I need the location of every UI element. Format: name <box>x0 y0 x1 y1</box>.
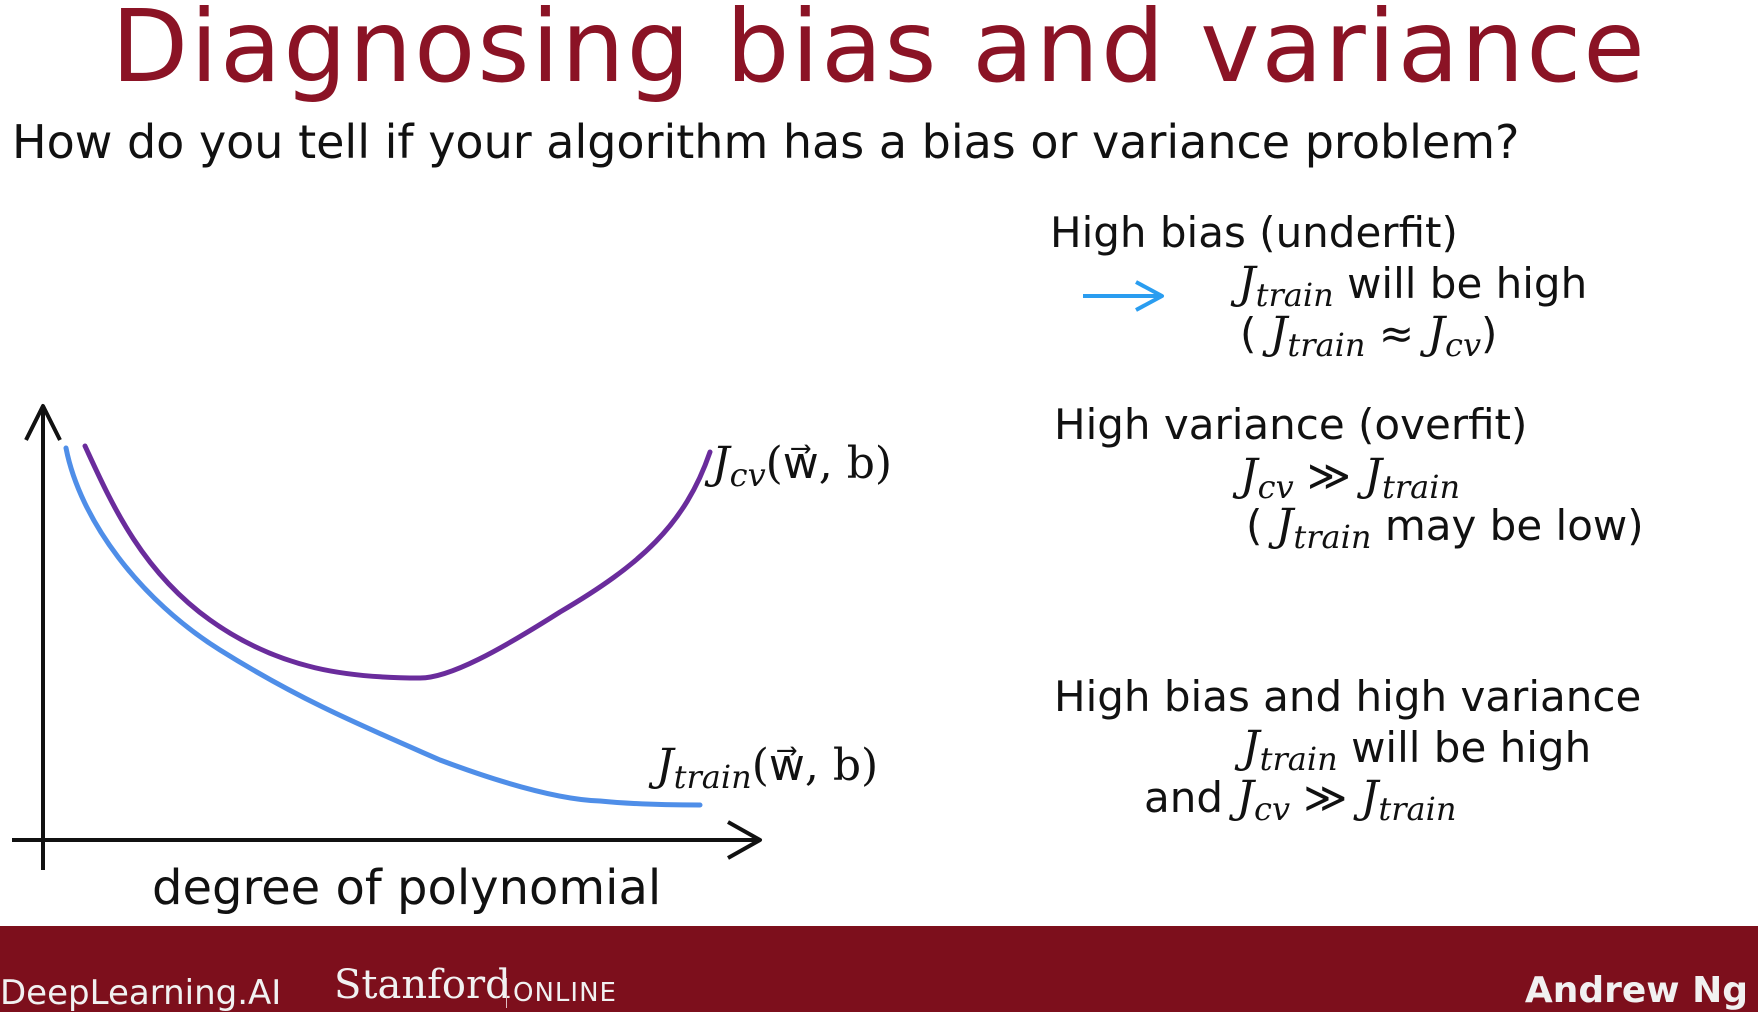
high-variance-heading: High variance (overfit) <box>1054 400 1528 449</box>
x-axis-arrowhead <box>727 820 762 860</box>
slide-question: How do you tell if your algorithm has a … <box>12 115 1520 169</box>
both-heading: High bias and high variance <box>1054 672 1642 721</box>
both-line2: and Jcv ≫ Jtrain <box>1144 772 1457 828</box>
presenter-name: Andrew Ng <box>1524 970 1748 1011</box>
cv-curve-label: Jcv(w⃗, b) <box>712 438 893 494</box>
deeplearning-ai-logo: DeepLearning.AI <box>0 973 282 1013</box>
stanford-logo: Stanford <box>334 962 511 1008</box>
cv-error-curve <box>82 443 713 681</box>
slide-title: Diagnosing bias and variance <box>111 0 1647 105</box>
x-axis-label: degree of polynomial <box>152 860 662 916</box>
high-bias-heading: High bias (underfit) <box>1050 208 1458 257</box>
high-variance-line1: Jcv ≫ Jtrain <box>1240 450 1461 506</box>
train-curve-label: Jtrain(w⃗, b) <box>656 740 879 796</box>
high-bias-line2: ( Jtrain ≈ Jcv) <box>1240 308 1498 364</box>
footer-bar: DeepLearning.AI Stanford ONLINE Andrew N… <box>0 926 1758 1013</box>
high-variance-line2: ( Jtrain may be low) <box>1246 500 1644 556</box>
high-bias-arrowhead <box>1135 280 1164 312</box>
train-error-curve <box>63 445 703 808</box>
high-bias-line1: Jtrain will be high <box>1238 258 1588 314</box>
both-line1: Jtrain will be high <box>1242 722 1592 778</box>
y-axis-arrowhead <box>24 404 62 441</box>
stanford-online-suffix: ONLINE <box>506 978 617 1008</box>
